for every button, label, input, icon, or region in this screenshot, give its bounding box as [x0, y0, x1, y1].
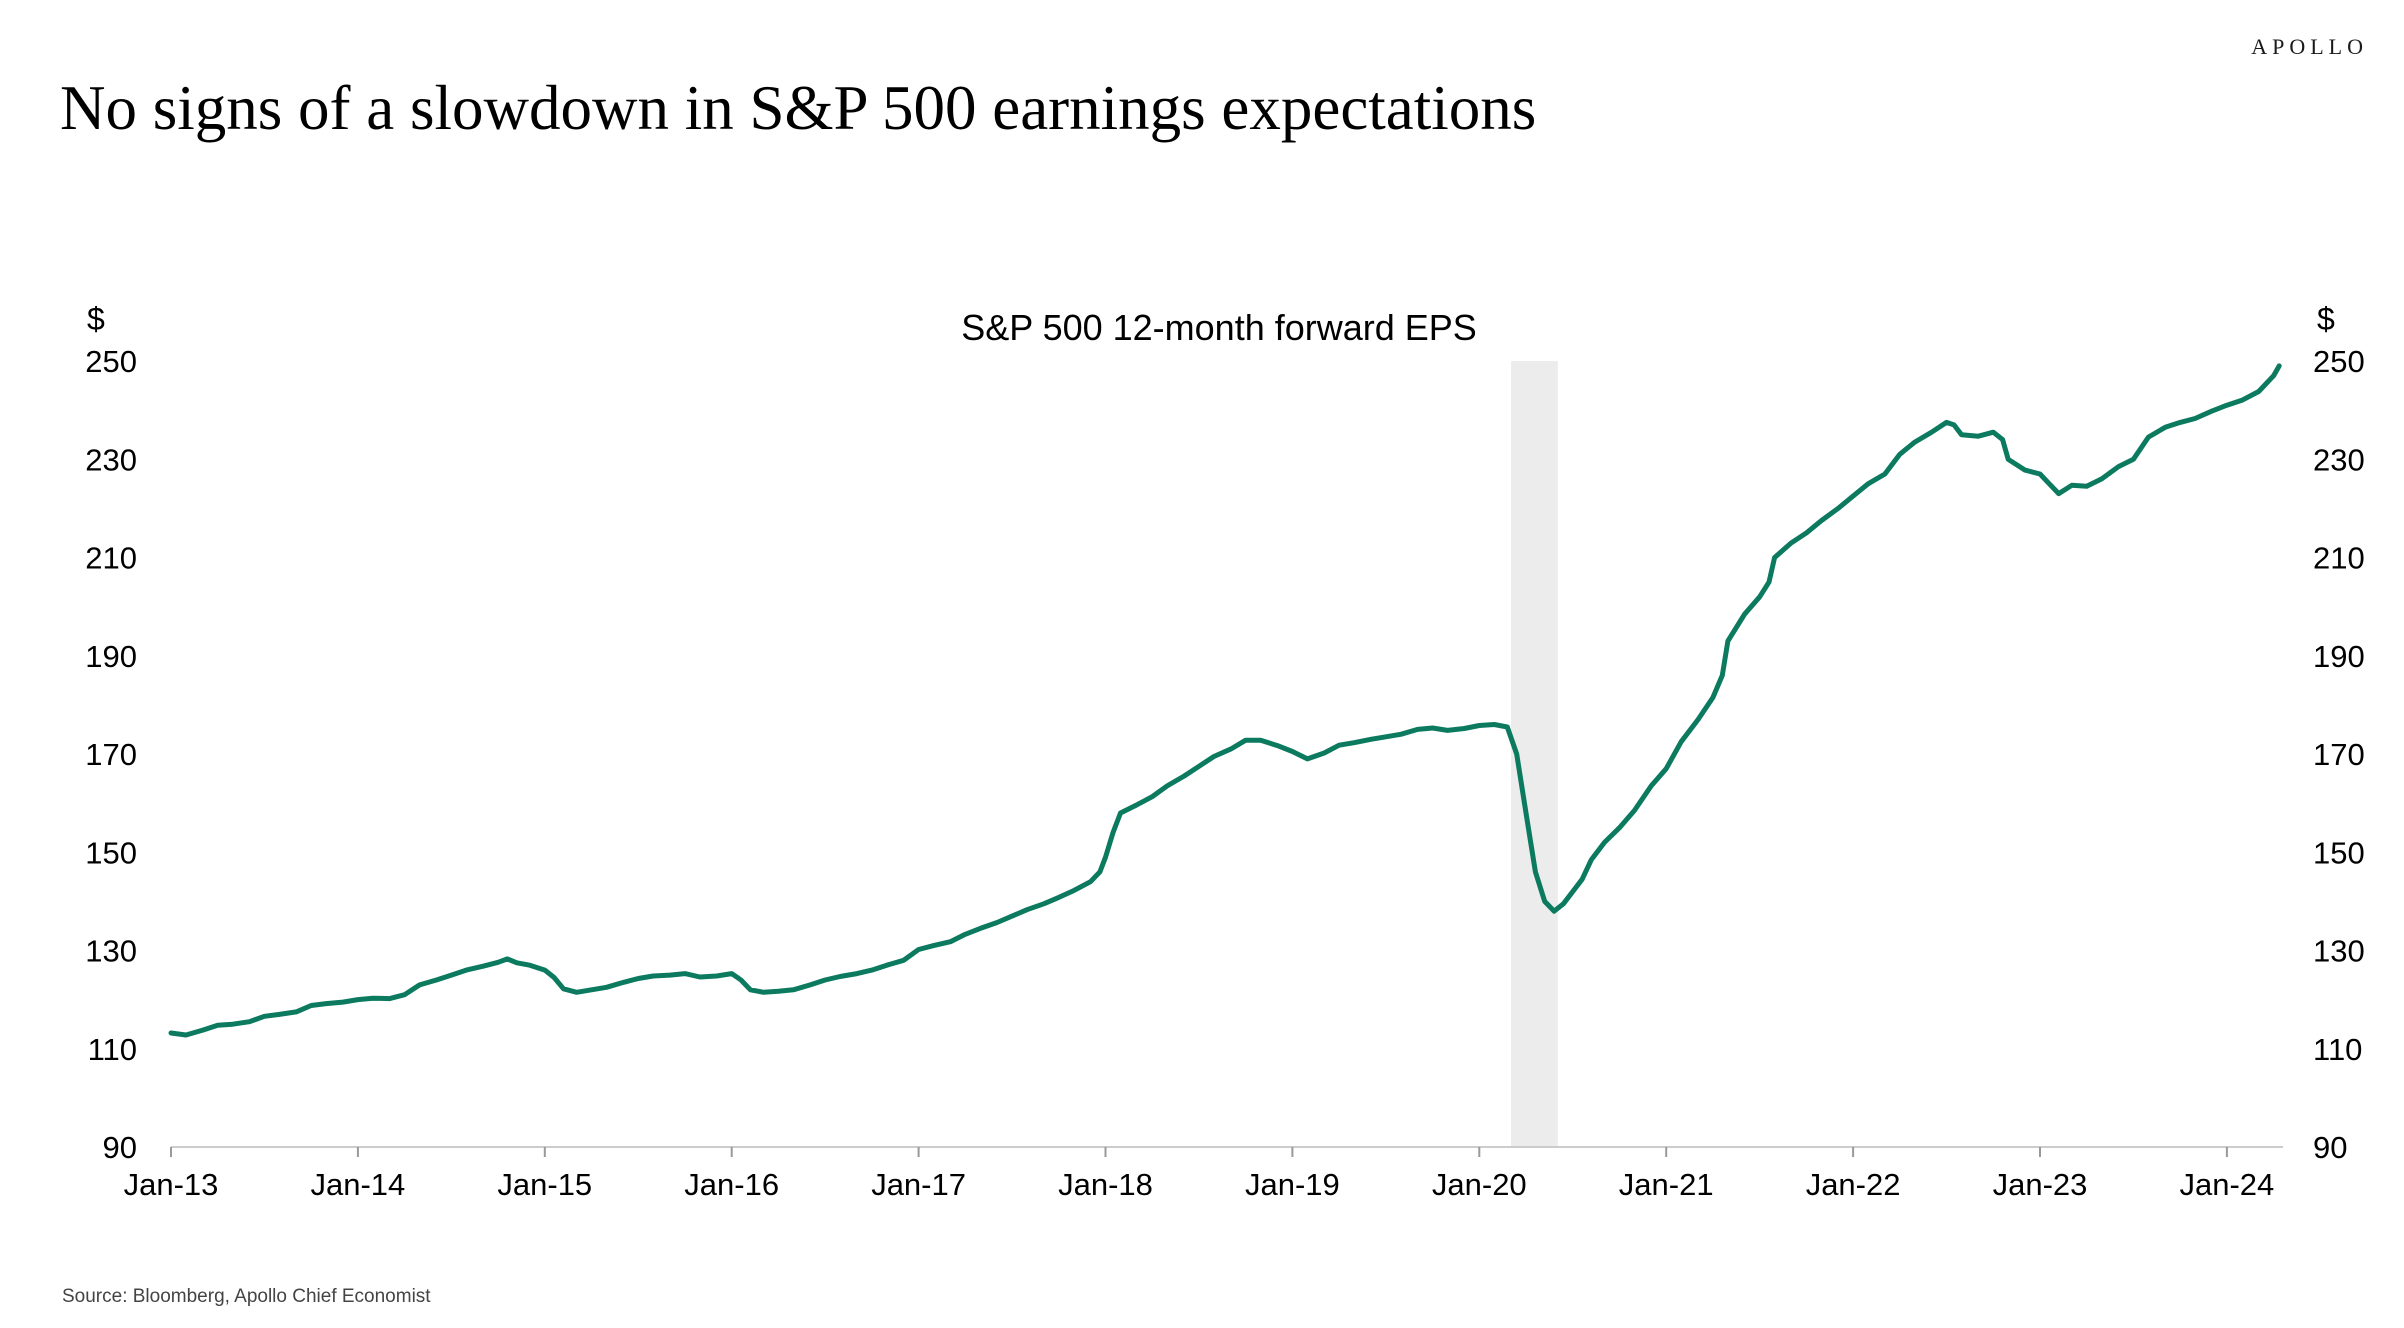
chart-title: S&P 500 12-month forward EPS — [961, 307, 1477, 348]
y-tick-label-left: 170 — [85, 737, 137, 772]
y-tick-label-right: 210 — [2313, 541, 2365, 576]
y-tick-label-left: 190 — [85, 639, 137, 674]
eps-series-line — [168, 363, 2282, 1038]
y-tick-label-left: 130 — [85, 934, 137, 969]
x-ticks: Jan-13 Jan-14 Jan-15 Jan-16 Jan-17 Jan-18 Jan-… — [124, 1147, 2275, 1202]
y-tick-label-right: 250 — [2313, 344, 2365, 379]
source-note: Source: Bloomberg, Apollo Chief Economis… — [62, 1286, 431, 1307]
y-tick-label-right: 170 — [2313, 737, 2365, 772]
x-tick-label: Jan-19 — [1245, 1167, 1340, 1202]
x-tick-label: Jan-16 — [684, 1167, 779, 1202]
y-unit-left: $ — [87, 301, 105, 337]
y-tick-label-left: 110 — [88, 1032, 137, 1067]
x-tick-label: Jan-20 — [1432, 1167, 1527, 1202]
x-tick-label: Jan-22 — [1806, 1167, 1901, 1202]
y-tick-label-right: 230 — [2313, 442, 2365, 477]
y-tick-label-left: 230 — [85, 442, 137, 477]
y-tick-label-right: 190 — [2313, 639, 2365, 674]
y-tick-label-left: 150 — [85, 835, 137, 870]
y-tick-label-right: 90 — [2313, 1130, 2347, 1165]
x-tick-label: Jan-14 — [311, 1167, 406, 1202]
y-tick-label-left: 90 — [103, 1130, 137, 1165]
x-tick-label: Jan-24 — [2180, 1167, 2275, 1202]
y-unit-right: $ — [2317, 301, 2335, 337]
x-tick-label: Jan-18 — [1058, 1167, 1153, 1202]
y-tick-label-right: 150 — [2313, 835, 2365, 870]
apollo-logo: APOLLO — [2251, 34, 2368, 59]
y-tick-label-left: 210 — [85, 541, 137, 576]
y-tick-label-left: 250 — [85, 344, 137, 379]
x-tick-label: Jan-23 — [1993, 1167, 2088, 1202]
y-tick-label-right: 130 — [2313, 934, 2365, 969]
y-ticks: 90 90 110 110 130 130 150 150 170 170 190 190 210 210… — [85, 344, 2364, 1165]
x-tick-label: Jan-13 — [124, 1167, 219, 1202]
x-tick-label: Jan-17 — [871, 1167, 966, 1202]
x-tick-label: Jan-21 — [1619, 1167, 1714, 1202]
page-title: No signs of a slowdown in S&P 500 earnin… — [60, 73, 1537, 143]
y-tick-label-right: 110 — [2313, 1032, 2362, 1067]
x-tick-label: Jan-15 — [497, 1167, 592, 1202]
